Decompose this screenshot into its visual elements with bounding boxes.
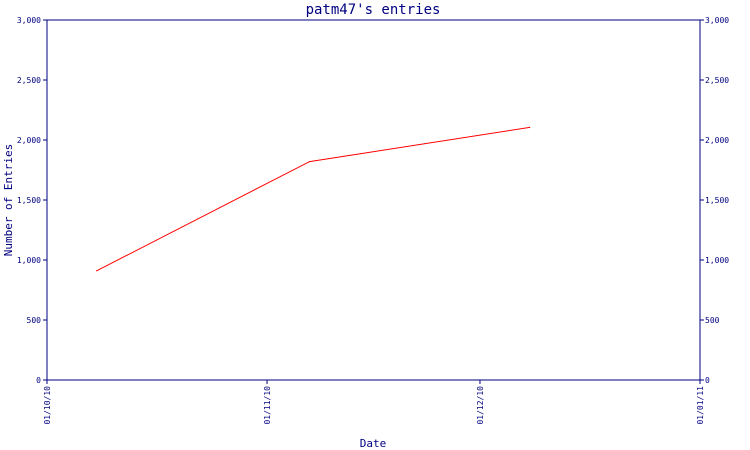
- x-axis: 01/10/10 01/11/10 01/12/10 01/01/11: [43, 380, 705, 425]
- left-y-tick-label: 1,000: [17, 256, 41, 265]
- right-y-tick-label: 1,500: [705, 196, 729, 205]
- series-line: [96, 126, 530, 272]
- plot-frame: [46, 19, 701, 381]
- left-y-tick-label: 2,000: [17, 136, 41, 145]
- x-tick-label: 01/01/11: [696, 386, 705, 425]
- right-y-tick-label: 2,000: [705, 136, 729, 145]
- right-y-tick-label: 3,000: [705, 16, 729, 25]
- right-y-tick-label: 2,500: [705, 76, 729, 85]
- data-point: [529, 126, 531, 128]
- x-axis-label: Date: [360, 437, 387, 450]
- x-tick-label: 01/10/10: [43, 386, 52, 425]
- left-y-tick-label: 2,500: [17, 76, 41, 85]
- left-y-tick-label: 3,000: [17, 16, 41, 25]
- left-y-axis: 0 500 1,000 1,500 2,000 2,500 3,000: [17, 16, 47, 385]
- right-y-tick-label: 1,000: [705, 256, 729, 265]
- data-point: [309, 161, 311, 163]
- chart-title: patm47's entries: [306, 2, 441, 18]
- data-point: [96, 270, 98, 272]
- left-y-tick-label: 1,500: [17, 196, 41, 205]
- y-axis-label: Number of Entries: [2, 144, 15, 257]
- left-y-tick-label: 0: [36, 376, 41, 385]
- right-y-tick-label: 500: [705, 316, 720, 325]
- right-y-axis: 0 500 1,000 1,500 2,000 2,500 3,000: [700, 16, 729, 385]
- x-tick-label: 01/11/10: [263, 386, 272, 425]
- series-group: [96, 126, 531, 272]
- x-tick-label: 01/12/10: [476, 386, 485, 425]
- right-y-tick-label: 0: [705, 376, 710, 385]
- left-y-tick-label: 500: [27, 316, 42, 325]
